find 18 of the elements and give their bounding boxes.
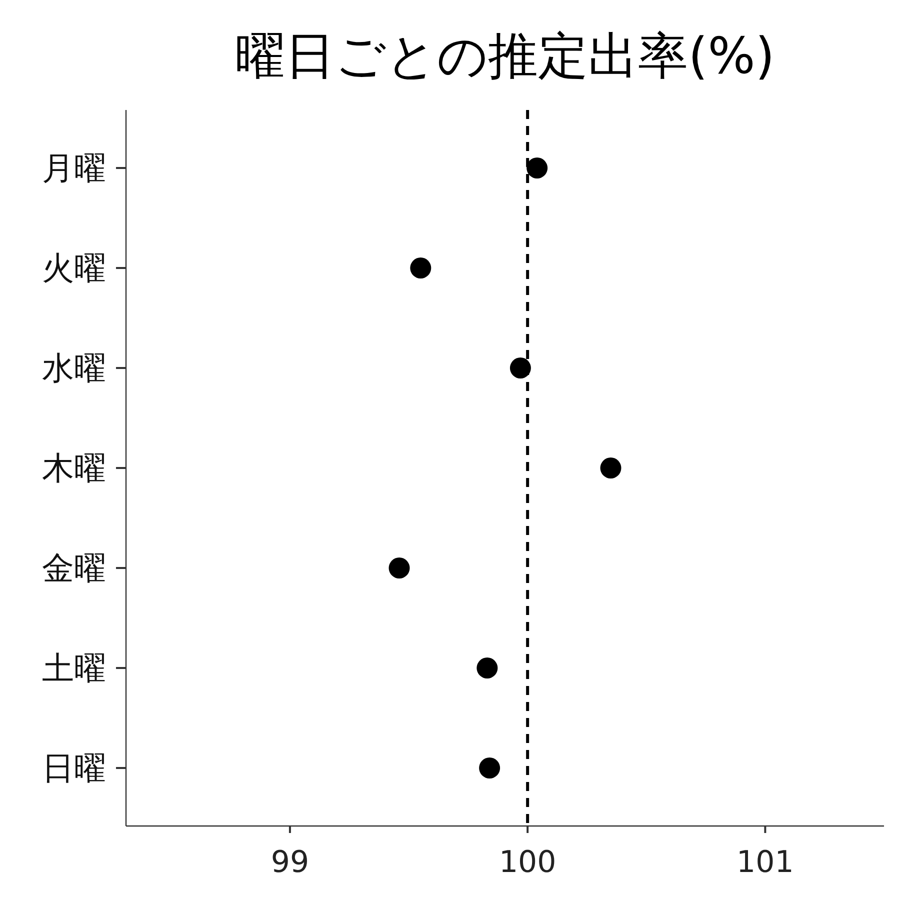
x-tick-label: 99 [270, 845, 310, 880]
y-tick-label: 月曜 [42, 149, 106, 188]
x-tick-label: 100 [498, 845, 556, 880]
point [476, 658, 498, 678]
y-tick-label: 土曜 [42, 649, 106, 688]
point [526, 158, 548, 178]
y-tick-label: 木曜 [42, 449, 106, 488]
y-tick-label: 水曜 [42, 349, 106, 388]
y-tick-label: 日曜 [42, 749, 106, 788]
chart-title: 曜日ごとの推定出率(%) [235, 27, 775, 85]
point [479, 758, 500, 778]
point [510, 358, 531, 378]
y-tick-label: 金曜 [42, 549, 106, 588]
x-tick-label: 101 [736, 845, 794, 880]
y-tick-label: 火曜 [42, 249, 106, 288]
point [388, 558, 410, 578]
point [410, 258, 432, 278]
point [600, 458, 622, 478]
